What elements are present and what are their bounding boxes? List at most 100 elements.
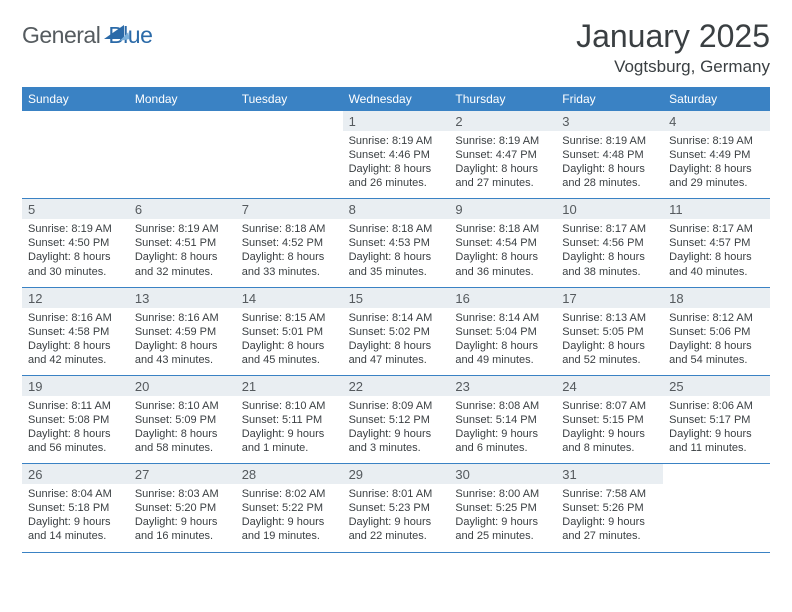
day-number-row: 19: [22, 376, 129, 396]
calendar-day: 15Sunrise: 8:14 AMSunset: 5:02 PMDayligh…: [343, 288, 450, 375]
calendar-day: 18 Sunrise: 8:12 AMSunset: 5:06 PMDayligh…: [663, 288, 770, 375]
calendar-day: 21 Sunrise: 8:10 AMSunset: 5:11 PMDayligh…: [236, 376, 343, 463]
calendar-day: 19Sunrise: 8:11 AMSunset: 5:08 PMDayligh…: [22, 376, 129, 463]
day-info: Sunrise: 8:19 AMSunset: 4:47 PMDaylight:…: [455, 134, 550, 190]
day-number-row: 21: [236, 376, 343, 396]
calendar-day: 26Sunrise: 8:04 AMSunset: 5:18 PMDayligh…: [22, 464, 129, 551]
day-number: 12: [28, 291, 123, 306]
day-number: 4: [669, 114, 764, 129]
day-number-row: 23: [449, 376, 556, 396]
brand-word1: General: [22, 22, 100, 49]
day-number-row: [129, 111, 236, 131]
location: Vogtsburg, Germany: [576, 57, 770, 77]
brand-logo: General Blue: [22, 22, 152, 49]
day-number-row: [663, 464, 770, 484]
day-number-row: 22: [343, 376, 450, 396]
day-number: 25: [669, 379, 764, 394]
calendar-day: 24 Sunrise: 8:07 AMSunset: 5:15 PMDayligh…: [556, 376, 663, 463]
day-number-row: 17: [556, 288, 663, 308]
calendar-day: 3Sunrise: 8:19 AMSunset: 4:48 PMDaylight…: [556, 111, 663, 198]
day-number: 10: [562, 202, 657, 217]
day-number-row: 28: [236, 464, 343, 484]
day-info: Sunrise: 8:16 AMSunset: 4:59 PMDaylight:…: [135, 311, 230, 367]
header: General Blue January 2025 Vogtsburg, Ger…: [22, 18, 770, 77]
day-info: Sunrise: 8:19 AMSunset: 4:50 PMDaylight:…: [28, 222, 123, 278]
day-number-row: [22, 111, 129, 131]
calendar-day: 5 Sunrise: 8:19 AMSunset: 4:50 PMDaylight…: [22, 199, 129, 286]
day-number: 15: [349, 291, 444, 306]
brand-sail-icon: [104, 25, 124, 39]
day-info: Sunrise: 8:13 AMSunset: 5:05 PMDaylight:…: [562, 311, 657, 367]
day-number-row: 10: [556, 199, 663, 219]
day-number: 26: [28, 467, 123, 482]
day-info: Sunrise: 7:58 AMSunset: 5:26 PMDaylight:…: [562, 487, 657, 543]
calendar-day: 25 Sunrise: 8:06 AMSunset: 5:17 PMDayligh…: [663, 376, 770, 463]
day-number-row: 26: [22, 464, 129, 484]
day-number-row: [236, 111, 343, 131]
day-number-row: 18: [663, 288, 770, 308]
day-info: Sunrise: 8:07 AMSunset: 5:15 PMDaylight:…: [562, 399, 657, 455]
day-number: 28: [242, 467, 337, 482]
day-number: 3: [562, 114, 657, 129]
day-info: Sunrise: 8:01 AMSunset: 5:23 PMDaylight:…: [349, 487, 444, 543]
day-number: 29: [349, 467, 444, 482]
day-info: Sunrise: 8:10 AMSunset: 5:11 PMDaylight:…: [242, 399, 337, 455]
day-info: Sunrise: 8:15 AMSunset: 5:01 PMDaylight:…: [242, 311, 337, 367]
day-info: Sunrise: 8:18 AMSunset: 4:54 PMDaylight:…: [455, 222, 550, 278]
day-info: Sunrise: 8:19 AMSunset: 4:51 PMDaylight:…: [135, 222, 230, 278]
day-number-row: 4: [663, 111, 770, 131]
calendar-day: 10Sunrise: 8:17 AMSunset: 4:56 PMDayligh…: [556, 199, 663, 286]
calendar-day: 12 Sunrise: 8:16 AMSunset: 4:58 PMDayligh…: [22, 288, 129, 375]
day-info: Sunrise: 8:12 AMSunset: 5:06 PMDaylight:…: [669, 311, 764, 367]
day-info: Sunrise: 8:00 AMSunset: 5:25 PMDaylight:…: [455, 487, 550, 543]
calendar-day: 16Sunrise: 8:14 AMSunset: 5:04 PMDayligh…: [449, 288, 556, 375]
day-number-row: 20: [129, 376, 236, 396]
day-number: 14: [242, 291, 337, 306]
day-info: Sunrise: 8:16 AMSunset: 4:58 PMDaylight:…: [28, 311, 123, 367]
day-number-row: 2: [449, 111, 556, 131]
day-number: 24: [562, 379, 657, 394]
day-number: 16: [455, 291, 550, 306]
calendar-day: 1Sunrise: 8:19 AMSunset: 4:46 PMDaylight…: [343, 111, 450, 198]
day-number-row: 13: [129, 288, 236, 308]
calendar-day: 23 Sunrise: 8:08 AMSunset: 5:14 PMDayligh…: [449, 376, 556, 463]
calendar-week: 19Sunrise: 8:11 AMSunset: 5:08 PMDayligh…: [22, 376, 770, 464]
calendar-week: 26Sunrise: 8:04 AMSunset: 5:18 PMDayligh…: [22, 464, 770, 552]
day-number: 19: [28, 379, 123, 394]
day-number: 23: [455, 379, 550, 394]
calendar-day: 6Sunrise: 8:19 AMSunset: 4:51 PMDaylight…: [129, 199, 236, 286]
calendar-week: 5 Sunrise: 8:19 AMSunset: 4:50 PMDaylight…: [22, 199, 770, 287]
calendar-day: 11Sunrise: 8:17 AMSunset: 4:57 PMDayligh…: [663, 199, 770, 286]
day-number: 31: [562, 467, 657, 482]
day-number: 17: [562, 291, 657, 306]
weekday-header: Saturday: [663, 87, 770, 111]
day-info: Sunrise: 8:08 AMSunset: 5:14 PMDaylight:…: [455, 399, 550, 455]
day-number: 27: [135, 467, 230, 482]
day-number: 21: [242, 379, 337, 394]
day-number-row: 3: [556, 111, 663, 131]
day-number-row: 5: [22, 199, 129, 219]
day-number: 11: [669, 202, 764, 217]
calendar-day: 29 Sunrise: 8:01 AMSunset: 5:23 PMDayligh…: [343, 464, 450, 551]
calendar-day: [663, 464, 770, 551]
day-number-row: 11: [663, 199, 770, 219]
weekday-header-row: SundayMondayTuesdayWednesdayThursdayFrid…: [22, 87, 770, 111]
weekday-header: Wednesday: [343, 87, 450, 111]
calendar-day: 7 Sunrise: 8:18 AMSunset: 4:52 PMDaylight…: [236, 199, 343, 286]
calendar-day: [22, 111, 129, 198]
day-number-row: 16: [449, 288, 556, 308]
calendar-day: 30Sunrise: 8:00 AMSunset: 5:25 PMDayligh…: [449, 464, 556, 551]
day-info: Sunrise: 8:06 AMSunset: 5:17 PMDaylight:…: [669, 399, 764, 455]
day-number: 7: [242, 202, 337, 217]
calendar-week: 1Sunrise: 8:19 AMSunset: 4:46 PMDaylight…: [22, 111, 770, 199]
day-info: Sunrise: 8:18 AMSunset: 4:52 PMDaylight:…: [242, 222, 337, 278]
calendar-day: 17 Sunrise: 8:13 AMSunset: 5:05 PMDayligh…: [556, 288, 663, 375]
month-title: January 2025: [576, 18, 770, 55]
day-info: Sunrise: 8:18 AMSunset: 4:53 PMDaylight:…: [349, 222, 444, 278]
day-number: [135, 114, 230, 129]
day-number-row: 25: [663, 376, 770, 396]
calendar-day: 8Sunrise: 8:18 AMSunset: 4:53 PMDaylight…: [343, 199, 450, 286]
calendar-day: 14 Sunrise: 8:15 AMSunset: 5:01 PMDayligh…: [236, 288, 343, 375]
calendar-day: [129, 111, 236, 198]
day-number-row: 14: [236, 288, 343, 308]
